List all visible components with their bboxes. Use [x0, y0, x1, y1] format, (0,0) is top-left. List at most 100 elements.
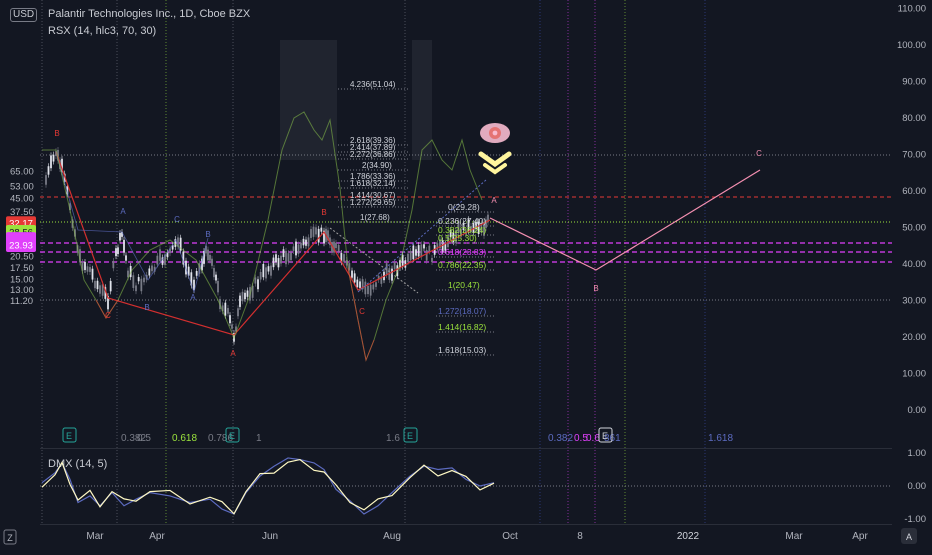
candle [153, 266, 156, 272]
candle [420, 244, 423, 257]
time-fib-label: 1.618 [708, 433, 733, 444]
candle [119, 232, 121, 241]
candle [315, 227, 317, 235]
candle [115, 248, 117, 257]
candle [372, 284, 375, 290]
left-price-axis[interactable] [0, 0, 40, 524]
candle [337, 244, 340, 252]
fib-extension-label: 2(34.90) [362, 161, 392, 170]
candle [272, 257, 275, 268]
time-axis-tick: Jun [262, 531, 278, 542]
candle [287, 253, 290, 262]
candle [45, 175, 47, 185]
candle [353, 273, 356, 283]
candle [140, 278, 143, 292]
earnings-badge-letter: E [602, 431, 608, 441]
right-axis-tick: 20.00 [902, 332, 926, 343]
candle [452, 232, 455, 243]
candle [320, 227, 323, 232]
fib-extension-label: 2.272(36.86) [350, 150, 396, 159]
candle [164, 254, 166, 265]
time-axis-separator [40, 524, 892, 525]
time-axis-tick: Apr [149, 531, 165, 542]
fib-retracement-label: 1.414(16.82) [438, 322, 486, 332]
candle [393, 262, 396, 270]
candle [215, 274, 217, 281]
candle [237, 308, 239, 317]
candle [404, 260, 407, 268]
dmx-indicator-label: DMX (14, 5) [48, 458, 107, 470]
earnings-badge-frame [225, 427, 240, 443]
wave-pivot-label: C [174, 215, 180, 224]
dmx-axis-tick: -1.00 [904, 514, 926, 525]
chevron-stroke [478, 151, 512, 168]
candle [94, 280, 96, 289]
right-axis-tick: 110.00 [898, 4, 926, 15]
candle [135, 285, 137, 292]
left-axis-tick: 17.50 [10, 263, 34, 274]
candle [107, 296, 109, 310]
currency-badge[interactable]: USD [10, 8, 38, 22]
left-axis-tick: 53.00 [10, 181, 34, 192]
wave-pivot-label: B [205, 230, 210, 239]
candle [257, 279, 259, 290]
eye-icon [480, 123, 510, 143]
indicator-label[interactable]: RSX (14, hlc3, 70, 30) [48, 25, 157, 37]
candle [270, 265, 272, 276]
fib-retracement-label: 1.272(18.07) [438, 306, 486, 316]
time-fib-label: 0.382 [121, 433, 146, 444]
left-axis-tick: 45.00 [10, 194, 34, 205]
candle [166, 252, 169, 258]
candle [148, 268, 151, 276]
right-axis-tick: 80.00 [902, 113, 926, 124]
time-axis-tick: 2022 [677, 531, 700, 542]
dmx-axis-tick: 0.00 [908, 481, 927, 492]
candle [292, 246, 295, 251]
candle [343, 254, 345, 262]
right-price-axis[interactable] [892, 0, 932, 524]
candle [117, 247, 119, 255]
candle [185, 260, 187, 275]
candle [310, 229, 312, 238]
candle [187, 266, 190, 276]
earnings-badge-frame [403, 427, 418, 443]
earnings-badge[interactable]: E [598, 427, 613, 443]
timezone-button[interactable]: Z [3, 529, 17, 545]
time-fib-label: 0.786 [208, 433, 233, 444]
time-fib-label: 861 [604, 433, 621, 444]
wave-pivot-label: A [190, 293, 196, 302]
price-label-badge [6, 238, 36, 253]
dmx-axis-tick: 1.00 [908, 448, 927, 459]
candle [112, 260, 115, 269]
auto-scale-button[interactable]: A [901, 528, 917, 544]
candle [190, 272, 193, 286]
time-axis-tick: Mar [86, 531, 104, 542]
earnings-badge[interactable]: E [403, 427, 418, 443]
candle [143, 277, 145, 283]
earnings-badge-letter: E [229, 431, 235, 441]
overbought-zone [412, 40, 432, 160]
candle [89, 267, 91, 272]
candle [177, 237, 179, 247]
candle [356, 279, 359, 288]
candle [244, 292, 246, 300]
candle [487, 214, 489, 223]
candle [193, 279, 195, 291]
earnings-badge[interactable]: E [62, 427, 77, 443]
eye-icon-pupil [492, 130, 498, 136]
candle [121, 231, 123, 237]
candle [47, 166, 50, 175]
candle [169, 248, 171, 254]
candle [477, 221, 480, 235]
candle [91, 268, 94, 280]
candle [52, 154, 55, 162]
candle [205, 245, 207, 254]
earnings-badge[interactable]: E [225, 427, 240, 443]
candle [312, 226, 315, 237]
fib-retracement-label: 0.236(27.40) [438, 216, 486, 226]
candle [229, 315, 231, 324]
fib-extension-label: 4.236(51.04) [350, 80, 396, 89]
